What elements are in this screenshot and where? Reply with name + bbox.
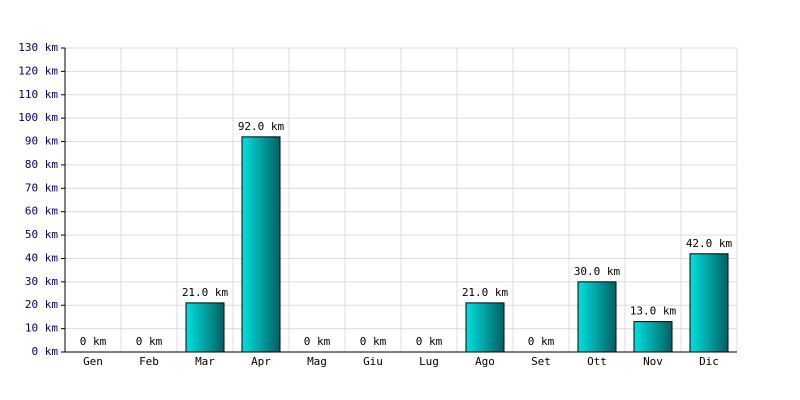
y-tick-label: 70 km [25, 181, 58, 194]
y-tick-label: 120 km [18, 64, 58, 77]
y-tick-label: 0 km [32, 345, 59, 358]
x-tick-label: Feb [139, 355, 159, 368]
value-label: 30.0 km [574, 265, 621, 278]
x-tick-label: Apr [251, 355, 271, 368]
x-tick-label: Giu [363, 355, 383, 368]
y-tick-label: 10 km [25, 322, 58, 335]
bar [577, 281, 617, 353]
y-tick-label: 60 km [25, 205, 58, 218]
bar [241, 136, 281, 353]
y-tick-label: 40 km [25, 251, 58, 264]
bar [689, 253, 729, 353]
y-tick-label: 130 km [18, 41, 58, 54]
y-tick-label: 20 km [25, 298, 58, 311]
y-tick-label: 100 km [18, 111, 58, 124]
value-label: 0 km [528, 335, 555, 348]
value-label: 42.0 km [686, 237, 733, 250]
x-tick-label: Lug [419, 355, 439, 368]
y-tick-label: 110 km [18, 88, 58, 101]
x-tick-label: Ott [587, 355, 607, 368]
value-label: 0 km [304, 335, 331, 348]
y-tick-label: 30 km [25, 275, 58, 288]
value-label: 0 km [416, 335, 443, 348]
x-tick-label: Ago [475, 355, 495, 368]
y-tick-label: 50 km [25, 228, 58, 241]
bar [185, 302, 225, 353]
bar [633, 321, 673, 353]
y-tick-label: 80 km [25, 158, 58, 171]
value-label: 21.0 km [462, 286, 509, 299]
bar [465, 302, 505, 353]
x-tick-label: Dic [699, 355, 719, 368]
value-label: 92.0 km [238, 120, 285, 133]
value-label: 0 km [80, 335, 107, 348]
value-label: 0 km [136, 335, 163, 348]
x-tick-label: Set [531, 355, 551, 368]
value-label: 21.0 km [182, 286, 229, 299]
x-tick-label: Mag [307, 355, 327, 368]
x-tick-label: Gen [83, 355, 103, 368]
x-tick-label: Nov [643, 355, 663, 368]
value-label: 13.0 km [630, 305, 677, 318]
y-tick-label: 90 km [25, 135, 58, 148]
x-tick-label: Mar [195, 355, 215, 368]
value-label: 0 km [360, 335, 387, 348]
